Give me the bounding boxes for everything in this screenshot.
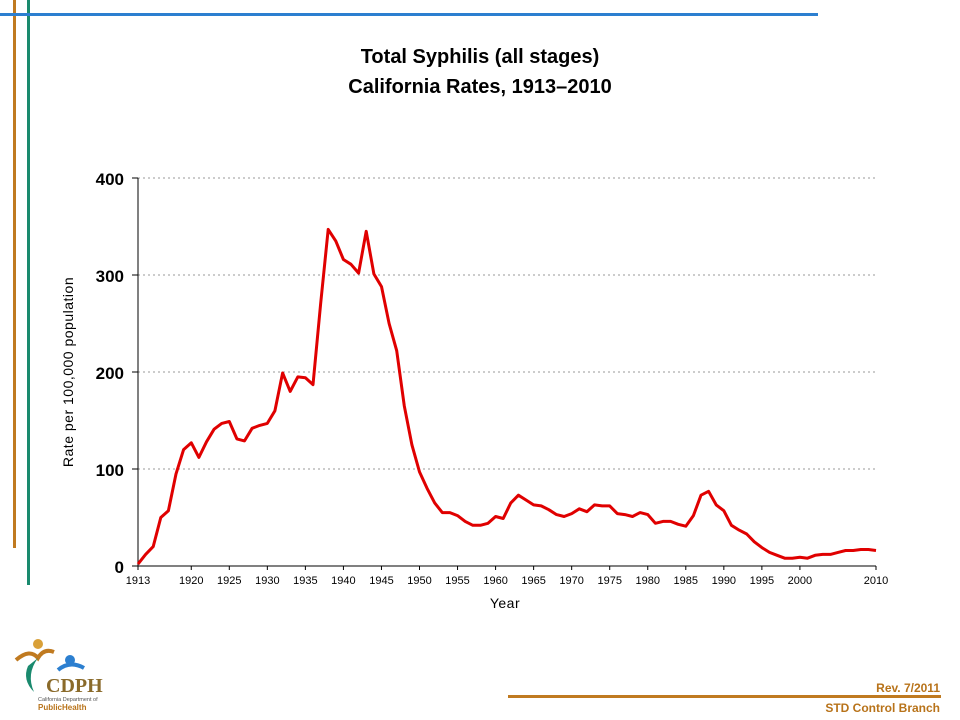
logo-figure-head-icon (33, 639, 43, 649)
x-tick-label-1980: 1980 (636, 575, 660, 587)
logo-figure-arms2-icon (56, 662, 85, 672)
x-axis-label: Year (490, 595, 520, 611)
bottom-orange-rule (508, 695, 941, 698)
logo-org-small: California Department of (38, 697, 98, 703)
x-tick-label-1965: 1965 (521, 575, 545, 587)
series-line-0 (136, 227, 877, 566)
x-tick-label-1940: 1940 (331, 575, 355, 587)
x-tick-label-1970: 1970 (559, 575, 583, 587)
x-tick-label-1955: 1955 (445, 575, 469, 587)
y-axis-label: Rate per 100,000 population (60, 277, 76, 467)
x-tick-label-1920: 1920 (179, 575, 203, 587)
y-tick-label-400: 400 (96, 170, 124, 189)
chart-title-line2: California Rates, 1913–2010 (348, 76, 612, 98)
x-tick-label-1995: 1995 (750, 575, 774, 587)
chart-title-line1: Total Syphilis (all stages) (360, 46, 600, 68)
x-tick-label-1913: 1913 (126, 575, 150, 587)
branch-name: STD Control Branch (825, 701, 940, 715)
y-tick-label-200: 200 (96, 364, 124, 383)
left-orange-rule (13, 0, 16, 548)
y-tick-label-0: 0 (115, 558, 124, 577)
x-tick-label-1935: 1935 (293, 575, 317, 587)
logo-swoosh-icon (26, 658, 38, 692)
x-tick-label-1960: 1960 (483, 575, 507, 587)
y-tick-label-300: 300 (96, 267, 124, 286)
x-tick-label-2000: 2000 (788, 575, 812, 587)
x-tick-label-1985: 1985 (674, 575, 698, 587)
logo-acronym: CDPH (46, 675, 103, 697)
x-tick-label-1945: 1945 (369, 575, 393, 587)
x-tick-label-1975: 1975 (597, 575, 621, 587)
y-tick-label-100: 100 (96, 461, 124, 480)
left-teal-rule (27, 0, 30, 585)
x-tick-label-1925: 1925 (217, 575, 241, 587)
logo-figure-arms-icon (14, 648, 55, 662)
revision-date: Rev. 7/2011 (876, 681, 940, 695)
cdph-logo: CDPH California Department of PublicHeal… (14, 639, 103, 712)
logo-org-name: PublicHealth (38, 703, 87, 712)
top-blue-rule (0, 13, 818, 16)
x-tick-label-2010: 2010 (864, 575, 888, 587)
x-tick-label-1950: 1950 (407, 575, 431, 587)
x-tick-label-1930: 1930 (255, 575, 279, 587)
x-tick-label-1990: 1990 (712, 575, 736, 587)
